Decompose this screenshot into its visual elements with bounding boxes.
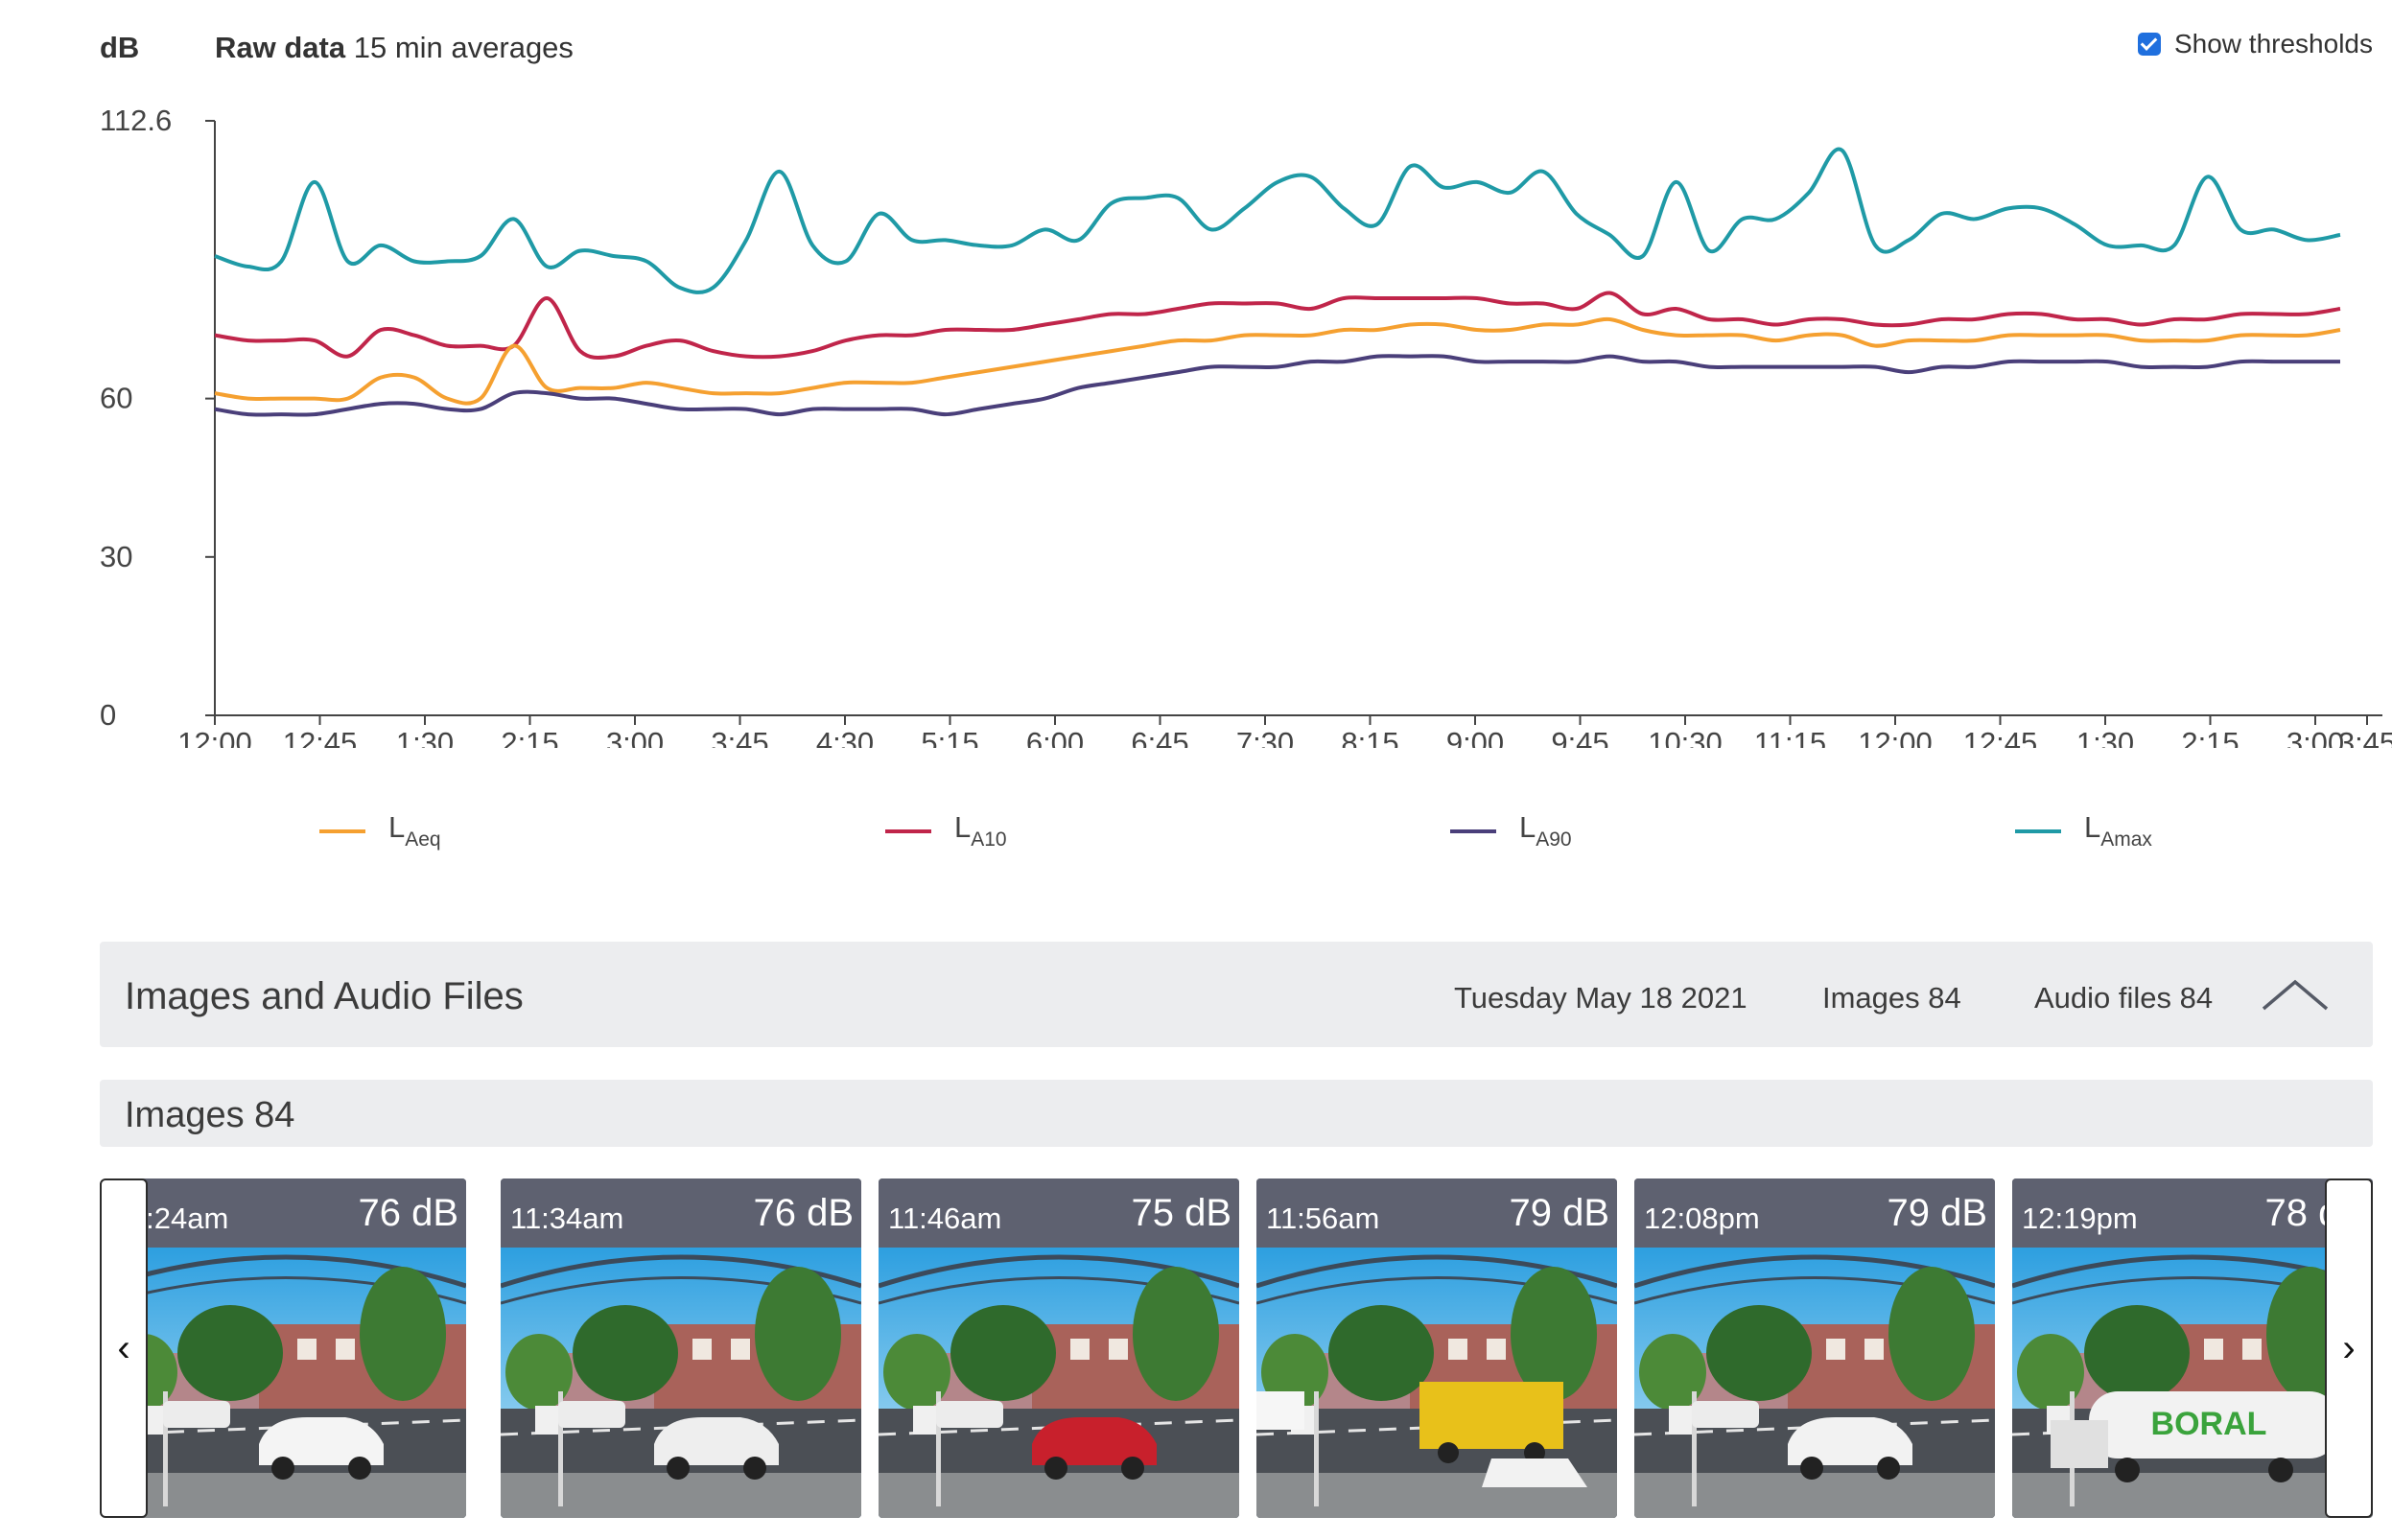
section-date: Tuesday May 18 2021: [1454, 981, 1747, 1015]
section-title: Images and Audio Files: [125, 975, 524, 1017]
show-thresholds-toggle[interactable]: Show thresholds: [2137, 29, 2373, 59]
images-audio-section-header[interactable]: Images and Audio Files Tuesday May 18 20…: [100, 942, 2373, 1047]
x-tick-label: 10:30: [1648, 726, 1723, 748]
images-title: Images 84: [125, 1095, 295, 1135]
image-db-level: 76 dB: [358, 1192, 458, 1234]
x-tick-label: 3:00: [606, 726, 664, 748]
x-tick-label: 9:45: [1551, 726, 1608, 748]
image-timestamp: 11:34am: [510, 1202, 624, 1235]
audio-files-count: Audio files 84: [2034, 981, 2214, 1015]
carousel-prev-button[interactable]: ‹: [100, 1178, 148, 1518]
street-camera-photo: [501, 1248, 861, 1518]
x-tick-label: 6:45: [1131, 726, 1188, 748]
street-camera-photo: [106, 1248, 466, 1518]
legend-label: LA90: [1519, 810, 1572, 851]
x-tick-label: 3:00: [2286, 726, 2344, 748]
image-db-level: 79 dB: [1887, 1192, 1987, 1234]
legend-label: LA10: [954, 810, 1007, 851]
image-carousel: ‹ › 11:24am 76 dB 11:34am 76 dB 11:46am 75 dB…: [100, 1178, 2373, 1518]
image-timestamp: 11:56am: [1266, 1202, 1380, 1235]
street-camera-photo: [1256, 1248, 1617, 1518]
y-tick-label: 112.6: [100, 104, 172, 137]
svg-text:BORAL: BORAL: [2151, 1406, 2267, 1442]
image-card[interactable]: 12:08pm 79 dB: [1634, 1178, 1995, 1518]
data-mode-label: Raw data 15 min averages: [215, 31, 574, 65]
x-tick-label: 1:30: [2076, 726, 2134, 748]
x-tick-label: 6:00: [1026, 726, 1084, 748]
street-camera-photo: [1634, 1248, 1995, 1518]
chevron-up-icon[interactable]: [2260, 976, 2331, 1015]
image-timestamp: 12:19pm: [2022, 1202, 2138, 1235]
chart-header: dB Raw data 15 min averages Show thresho…: [100, 27, 2373, 69]
legend-swatch: [1450, 829, 1496, 833]
x-tick-label: 12:00: [1858, 726, 1933, 748]
y-tick-label: 60: [100, 382, 132, 415]
x-tick-label: 3:45: [2338, 726, 2392, 748]
chevron-right-icon: ›: [2342, 1326, 2356, 1369]
legend-swatch: [2015, 829, 2061, 833]
data-mode-title: Raw data: [215, 31, 346, 64]
images-count: Images 84: [1822, 981, 1961, 1015]
legend-label: LAmax: [2084, 810, 2152, 851]
street-camera-photo: BORAL: [2012, 1248, 2373, 1518]
legend-item-la10[interactable]: LA10: [885, 810, 1007, 851]
series-line-la90: [214, 354, 2340, 417]
image-db-level: 75 dB: [1131, 1192, 1231, 1234]
show-thresholds-label: Show thresholds: [2173, 29, 2373, 58]
y-tick-label: 30: [100, 540, 132, 573]
x-tick-label: 2:15: [2181, 726, 2239, 748]
show-thresholds-checkbox[interactable]: [2137, 33, 2161, 56]
legend-item-laeq[interactable]: LAeq: [319, 810, 441, 851]
y-tick-label: 0: [100, 698, 116, 732]
data-mode-suffix: 15 min averages: [353, 31, 574, 64]
carousel-next-button[interactable]: ›: [2325, 1178, 2373, 1518]
image-card-header: 11:56am 79 dB: [1256, 1178, 1617, 1248]
image-card-header: 11:34am 76 dB: [501, 1178, 861, 1248]
image-card-header: 11:24am 76 dB: [106, 1178, 466, 1248]
chart-legend: LAeq LA10 LA90 LAmax: [0, 810, 2392, 851]
image-card[interactable]: 11:24am 76 dB: [106, 1178, 466, 1518]
series-line-laeq: [214, 316, 2341, 406]
legend-item-lamax[interactable]: LAmax: [2015, 810, 2152, 851]
images-subsection-header: Images 84: [100, 1080, 2373, 1147]
series-line-lamax: [214, 147, 2341, 294]
street-camera-photo: [879, 1248, 1239, 1518]
legend-label: LAeq: [388, 810, 441, 851]
unit-label: dB: [100, 31, 140, 64]
series-line-la10: [214, 291, 2341, 360]
x-tick-label: 9:00: [1446, 726, 1504, 748]
x-tick-label: 8:15: [1341, 726, 1398, 748]
chevron-left-icon: ‹: [117, 1326, 130, 1369]
image-card[interactable]: 12:19pm 78 dB BORAL: [2012, 1178, 2373, 1518]
x-tick-label: 12:45: [1963, 726, 2038, 748]
x-tick-label: 12:00: [177, 726, 252, 748]
image-card[interactable]: 11:34am 76 dB: [501, 1178, 861, 1518]
x-tick-label: 3:45: [711, 726, 768, 748]
legend-item-la90[interactable]: LA90: [1450, 810, 1572, 851]
x-tick-label: 1:30: [396, 726, 454, 748]
image-db-level: 76 dB: [753, 1192, 854, 1234]
x-tick-label: 4:30: [816, 726, 874, 748]
image-card-header: 12:08pm 79 dB: [1634, 1178, 1995, 1248]
image-card[interactable]: 11:56am 79 dB: [1256, 1178, 1617, 1518]
image-timestamp: 11:46am: [888, 1202, 1002, 1235]
legend-swatch: [319, 829, 365, 833]
image-card-header: 12:19pm 78 dB: [2012, 1178, 2373, 1248]
x-tick-label: 11:15: [1754, 726, 1826, 748]
x-tick-label: 7:30: [1236, 726, 1294, 748]
x-tick-label: 5:15: [921, 726, 978, 748]
image-card[interactable]: 11:46am 75 dB: [879, 1178, 1239, 1518]
x-tick-label: 2:15: [501, 726, 558, 748]
image-db-level: 79 dB: [1509, 1192, 1609, 1234]
image-timestamp: 12:08pm: [1644, 1202, 1760, 1235]
x-tick-label: 12:45: [283, 726, 358, 748]
image-card-header: 11:46am 75 dB: [879, 1178, 1239, 1248]
legend-swatch: [885, 829, 931, 833]
